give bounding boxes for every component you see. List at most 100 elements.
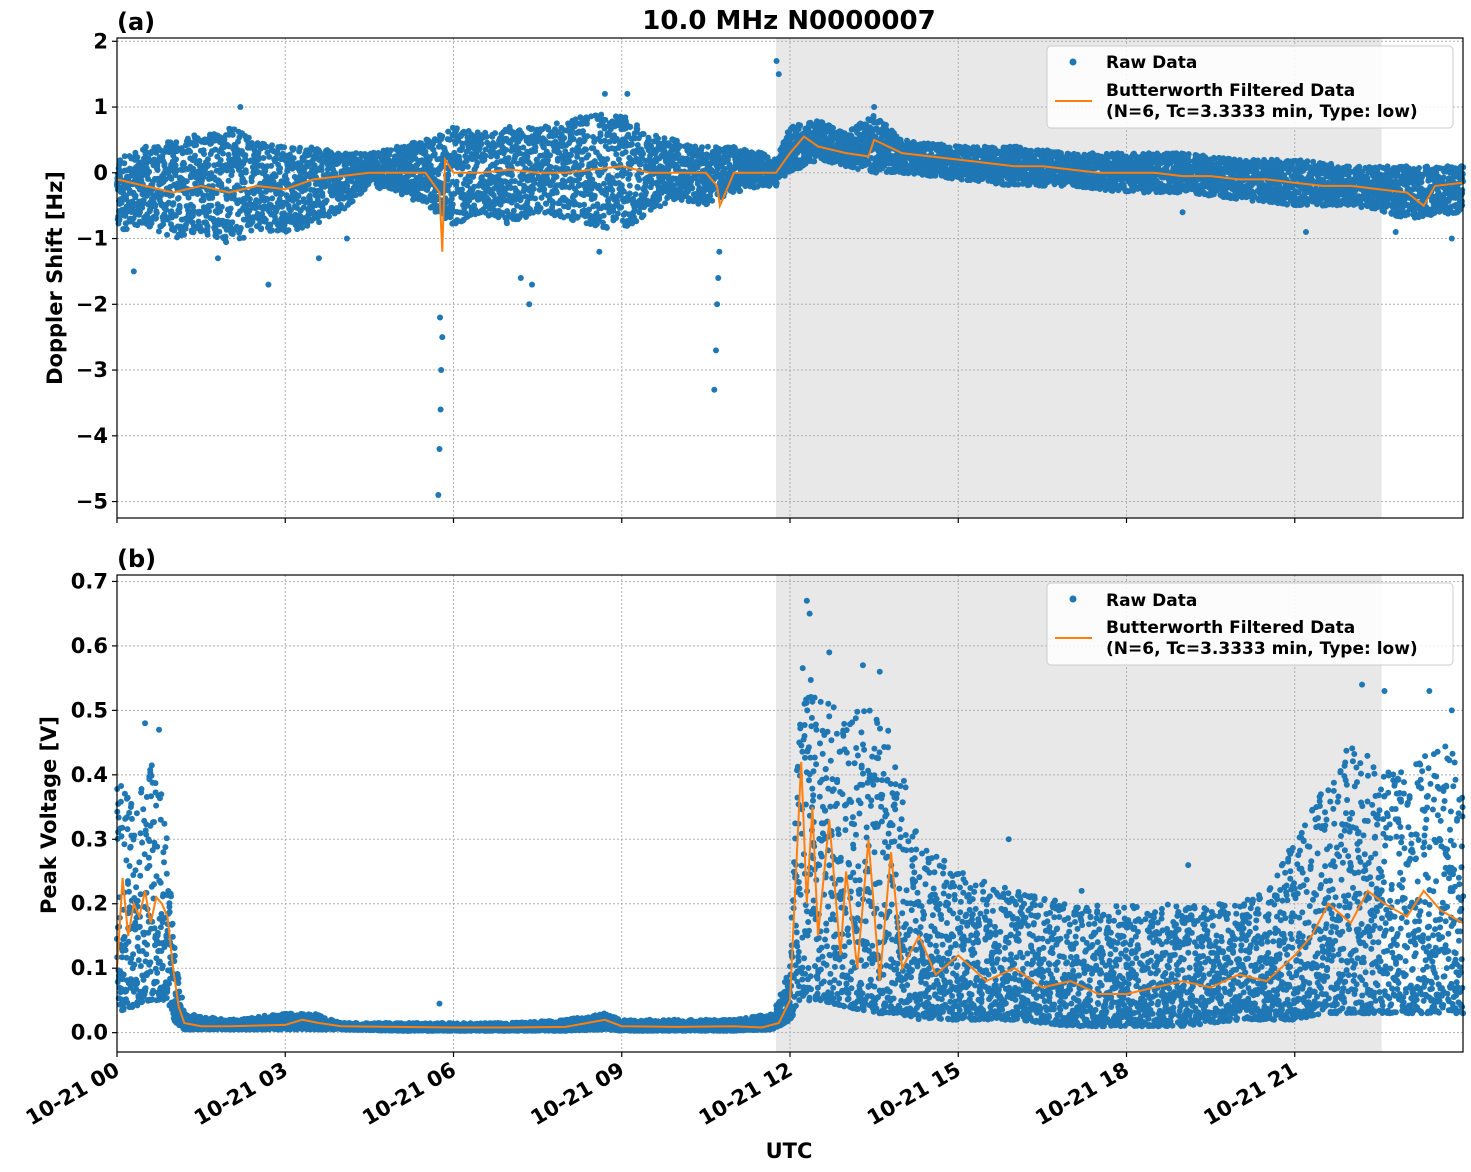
raw-data-point — [640, 151, 646, 157]
raw-data-point — [737, 188, 743, 194]
raw-data-point — [269, 227, 275, 233]
raw-data-point — [655, 136, 661, 142]
raw-data-point — [531, 186, 537, 192]
raw-data-point — [183, 225, 189, 231]
raw-data-point — [388, 147, 394, 153]
raw-data-point — [503, 147, 509, 153]
raw-data-point — [633, 218, 639, 224]
raw-data-point — [143, 144, 149, 150]
raw-data-point — [246, 135, 252, 141]
raw-data-point — [201, 197, 207, 203]
raw-data-point — [585, 152, 591, 158]
raw-data-point — [511, 208, 517, 214]
raw-data-point — [492, 130, 498, 136]
raw-data-point — [629, 141, 635, 147]
raw-data-point — [774, 180, 780, 186]
raw-data-point — [699, 144, 705, 150]
panel-a: (a) Doppler Shift [Hz] 210−1−2−3−4−5 Raw… — [43, 8, 1466, 523]
raw-data-point — [206, 208, 212, 214]
raw-data-point — [609, 187, 615, 193]
chart-title: 10.0 MHz N0000007 — [642, 6, 935, 36]
raw-data-point — [604, 225, 610, 231]
raw-data-point — [291, 155, 297, 161]
raw-data-point — [601, 213, 607, 219]
raw-data-point — [307, 193, 313, 199]
raw-data-point — [504, 220, 510, 226]
raw-data-point — [214, 234, 220, 240]
raw-data-point — [154, 163, 160, 169]
raw-data-point — [230, 132, 236, 138]
raw-data-point — [548, 164, 554, 170]
raw-data-point — [533, 144, 539, 150]
raw-data-point — [220, 151, 226, 157]
raw-data-point — [474, 160, 480, 166]
raw-data-point — [615, 211, 621, 217]
raw-data-point — [601, 181, 607, 187]
raw-data-point — [604, 156, 610, 162]
raw-data-point — [478, 141, 484, 147]
raw-data-point — [627, 191, 633, 197]
raw-data-point — [509, 172, 515, 178]
raw-data-point — [643, 190, 649, 196]
raw-data-point — [241, 235, 247, 241]
raw-data-point — [634, 126, 640, 132]
raw-data-point — [173, 156, 179, 162]
raw-data-point — [149, 220, 155, 226]
raw-data-point — [623, 149, 629, 155]
raw-data-point — [550, 199, 556, 205]
raw-data-point — [561, 135, 567, 141]
raw-data-point — [269, 195, 275, 201]
raw-data-point — [613, 151, 619, 157]
panel-a-ylabel: Doppler Shift [Hz] — [43, 171, 67, 385]
raw-data-point — [633, 191, 639, 197]
raw-data-point — [320, 193, 326, 199]
raw-data-point — [592, 193, 598, 199]
raw-data-point — [247, 196, 253, 202]
raw-data-point — [146, 169, 152, 175]
raw-data-point — [238, 225, 244, 231]
raw-data-point — [201, 151, 207, 157]
raw-data-point — [641, 212, 647, 218]
raw-data-point — [286, 227, 292, 233]
raw-data-point — [618, 204, 624, 210]
raw-data-point — [187, 149, 193, 155]
panel-a-label: (a) — [117, 8, 155, 36]
raw-data-point — [554, 120, 560, 126]
raw-data-point — [261, 155, 267, 161]
raw-data-point — [205, 156, 211, 162]
raw-data-point — [133, 193, 139, 199]
raw-data-point — [219, 204, 225, 210]
raw-data-point — [297, 145, 303, 151]
raw-data-point — [228, 206, 234, 212]
raw-data-point — [164, 232, 170, 238]
raw-data-point — [482, 153, 488, 159]
raw-data-point — [173, 139, 179, 145]
raw-data-point — [627, 183, 633, 189]
raw-data-point — [538, 205, 544, 211]
raw-data-point — [192, 153, 198, 159]
raw-data-point — [170, 200, 176, 206]
raw-data-point — [638, 161, 644, 167]
raw-data-point — [208, 203, 214, 209]
raw-data-point — [646, 137, 652, 143]
raw-data-point — [579, 162, 585, 168]
raw-data-point — [445, 172, 451, 178]
raw-data-point — [465, 164, 471, 170]
raw-data-point — [602, 161, 608, 167]
raw-data-point — [432, 151, 438, 157]
raw-data-point — [124, 226, 130, 232]
raw-data-point — [689, 185, 695, 191]
raw-data-point — [585, 133, 591, 139]
raw-data-point — [627, 172, 633, 178]
raw-data-point — [454, 125, 460, 131]
raw-data-point — [291, 146, 297, 152]
raw-data-point — [269, 142, 275, 148]
raw-data-point — [296, 193, 302, 199]
raw-data-point — [547, 152, 553, 158]
raw-data-point — [263, 217, 269, 223]
raw-data-point — [243, 170, 249, 176]
raw-data-point — [324, 198, 330, 204]
raw-data-point — [450, 201, 456, 207]
raw-data-point — [134, 154, 140, 160]
raw-data-point — [871, 113, 877, 119]
